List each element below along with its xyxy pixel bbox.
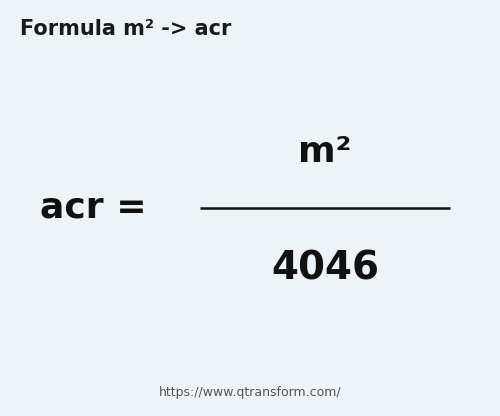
Text: 4046: 4046 xyxy=(271,249,379,287)
Text: https://www.qtransform.com/: https://www.qtransform.com/ xyxy=(158,386,342,399)
Text: Formula m² -> acr: Formula m² -> acr xyxy=(20,19,232,39)
Text: acr =: acr = xyxy=(40,191,146,225)
Text: m²: m² xyxy=(298,135,352,169)
